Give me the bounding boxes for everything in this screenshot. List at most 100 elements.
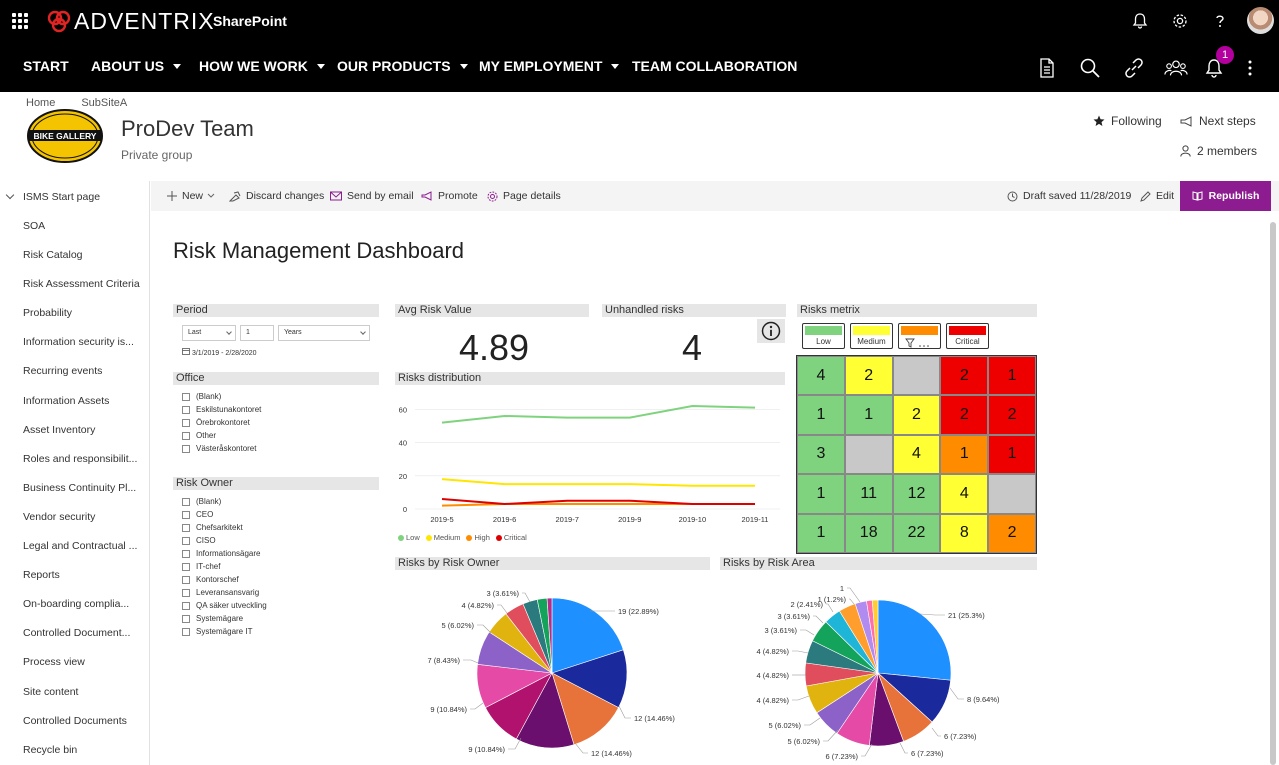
- risk-owner-option[interactable]: QA säker utveckling: [182, 601, 267, 610]
- risk-owner-option[interactable]: (Blank): [182, 497, 221, 506]
- legend-high-button[interactable]: [898, 323, 941, 349]
- nav-how-we-work[interactable]: HOW WE WORK: [199, 58, 325, 74]
- period-relative-select[interactable]: Last: [182, 325, 236, 341]
- matrix-cell[interactable]: 11: [844, 474, 893, 514]
- matrix-cell[interactable]: 1: [797, 513, 845, 553]
- matrix-cell[interactable]: 8: [940, 513, 989, 553]
- matrix-cell[interactable]: 1: [940, 434, 989, 475]
- risk-owner-option[interactable]: Systemägare IT: [182, 627, 252, 636]
- next-steps-button[interactable]: Next steps: [1180, 114, 1256, 128]
- nav-my-employment[interactable]: MY EMPLOYMENT: [479, 58, 620, 74]
- more-options-icon[interactable]: [1240, 56, 1264, 80]
- user-avatar[interactable]: [1247, 7, 1274, 34]
- office-option[interactable]: (Blank): [182, 392, 221, 401]
- matrix-cell[interactable]: 4: [797, 356, 845, 396]
- office-option[interactable]: Örebrokontoret: [182, 418, 250, 427]
- nav-our-products[interactable]: OUR PRODUCTS: [337, 58, 468, 74]
- notifications-bell-icon[interactable]: [1202, 56, 1226, 80]
- matrix-cell[interactable]: 22: [892, 513, 941, 553]
- members-button[interactable]: 2 members: [1180, 144, 1257, 158]
- site-logo[interactable]: BIKE GALLERY: [26, 109, 104, 163]
- matrix-cell[interactable]: 4: [940, 474, 989, 514]
- matrix-cell[interactable]: 2: [892, 395, 941, 435]
- left-nav-item[interactable]: ISMS Start page: [23, 191, 101, 203]
- left-nav-item[interactable]: Reports: [23, 569, 60, 581]
- new-button[interactable]: New: [167, 190, 222, 202]
- legend-critical-button[interactable]: Critical: [946, 323, 989, 349]
- send-by-email-button[interactable]: Send by email: [330, 190, 414, 202]
- risk-owner-option[interactable]: Systemägare: [182, 614, 243, 623]
- bell-icon[interactable]: [1130, 11, 1150, 31]
- legend-low-button[interactable]: Low: [802, 323, 845, 349]
- left-nav-item[interactable]: Business Continuity Pl...: [23, 482, 137, 494]
- following-button[interactable]: Following: [1093, 114, 1162, 128]
- left-nav-item[interactable]: Asset Inventory: [23, 424, 96, 436]
- matrix-cell[interactable]: 1: [988, 356, 1036, 396]
- left-nav-item[interactable]: Recurring events: [23, 365, 103, 377]
- info-button[interactable]: [757, 319, 785, 343]
- left-nav-item[interactable]: Recycle bin: [23, 744, 78, 756]
- page-details-button[interactable]: Page details: [487, 190, 561, 202]
- matrix-cell[interactable]: 3: [797, 434, 845, 475]
- left-nav-item[interactable]: Roles and responsibilit...: [23, 453, 138, 465]
- promote-button[interactable]: Promote: [421, 190, 478, 202]
- nav-about-us[interactable]: ABOUT US: [91, 58, 182, 74]
- matrix-cell[interactable]: 12: [892, 474, 941, 514]
- search-icon[interactable]: [1078, 56, 1102, 80]
- discard-changes-button[interactable]: Discard changes: [229, 190, 324, 202]
- matrix-cell[interactable]: 2: [988, 513, 1036, 553]
- matrix-cell[interactable]: [988, 474, 1036, 514]
- link-icon[interactable]: [1122, 56, 1146, 80]
- matrix-cell[interactable]: 4: [892, 434, 941, 475]
- matrix-cell[interactable]: 2: [844, 356, 893, 396]
- matrix-cell[interactable]: 1: [844, 395, 893, 435]
- matrix-cell[interactable]: 2: [940, 395, 989, 435]
- period-unit-select[interactable]: Years: [278, 325, 370, 341]
- left-nav-item[interactable]: Controlled Document...: [23, 627, 131, 639]
- matrix-cell[interactable]: 1: [988, 434, 1036, 475]
- left-nav-item[interactable]: Controlled Documents: [23, 715, 127, 727]
- edit-button[interactable]: Edit: [1140, 190, 1174, 202]
- left-nav-item[interactable]: Risk Assessment Criteria: [23, 278, 140, 290]
- risk-owner-option[interactable]: IT-chef: [182, 562, 220, 571]
- app-launcher-icon[interactable]: [12, 13, 28, 29]
- nav-team-collaboration[interactable]: TEAM COLLABORATION: [632, 58, 798, 74]
- matrix-cell[interactable]: [844, 434, 893, 475]
- people-icon[interactable]: [1164, 56, 1188, 80]
- left-nav-item[interactable]: Legal and Contractual ...: [23, 540, 138, 552]
- help-icon[interactable]: [1210, 11, 1230, 31]
- left-nav-item[interactable]: Vendor security: [23, 511, 96, 523]
- risk-owner-option[interactable]: CISO: [182, 536, 216, 545]
- office-option[interactable]: Other: [182, 431, 216, 440]
- matrix-cell[interactable]: [892, 356, 941, 396]
- matrix-cell[interactable]: 2: [988, 395, 1036, 435]
- period-date-range[interactable]: 3/1/2019 - 2/28/2020: [182, 347, 257, 357]
- risk-owner-option[interactable]: Chefsarkitekt: [182, 523, 243, 532]
- office-option[interactable]: Eskilstunakontoret: [182, 405, 261, 414]
- matrix-cell[interactable]: 2: [940, 356, 989, 396]
- site-title[interactable]: ProDev Team: [121, 116, 254, 141]
- document-icon[interactable]: [1035, 56, 1059, 80]
- left-nav-item[interactable]: On-boarding complia...: [23, 598, 130, 610]
- matrix-cell[interactable]: 1: [797, 395, 845, 435]
- breadcrumb-subsite[interactable]: SubSiteA: [81, 97, 128, 109]
- left-nav-item[interactable]: Site content: [23, 686, 79, 698]
- matrix-cell[interactable]: 18: [844, 513, 893, 553]
- brand-logo[interactable]: ADVENTRIX: [46, 8, 215, 35]
- office-option[interactable]: Västeråskontoret: [182, 444, 256, 453]
- republish-button[interactable]: Republish: [1180, 181, 1271, 211]
- left-nav-item[interactable]: Process view: [23, 656, 85, 668]
- gear-icon[interactable]: [1170, 11, 1190, 31]
- left-nav-item[interactable]: Risk Catalog: [23, 249, 83, 261]
- risk-owner-option[interactable]: Kontorschef: [182, 575, 239, 584]
- breadcrumb-home[interactable]: Home: [26, 97, 56, 109]
- risk-owner-option[interactable]: Informationsägare: [182, 549, 260, 558]
- nav-start[interactable]: START: [23, 58, 69, 74]
- page-scrollbar[interactable]: [1270, 222, 1276, 765]
- left-nav-item[interactable]: SOA: [23, 220, 46, 232]
- left-nav-item[interactable]: Probability: [23, 307, 73, 319]
- risk-owner-option[interactable]: Leveransansvarig: [182, 588, 259, 597]
- legend-medium-button[interactable]: Medium: [850, 323, 893, 349]
- app-name[interactable]: SharePoint: [213, 13, 287, 29]
- left-nav-item[interactable]: Information Assets: [23, 395, 110, 407]
